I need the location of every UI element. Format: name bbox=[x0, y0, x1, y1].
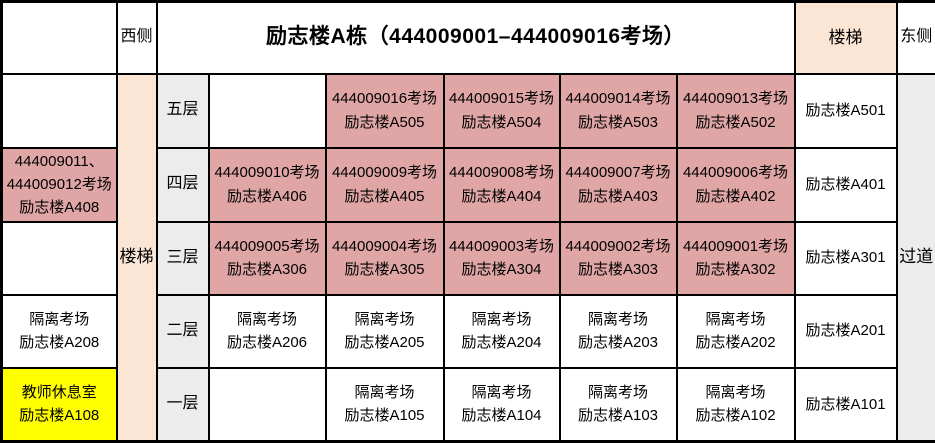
cell-a503: 444009014考场 励志楼A503 bbox=[560, 74, 677, 148]
cell-a301: 励志楼A301 bbox=[795, 222, 897, 295]
cell-a504: 444009015考场 励志楼A504 bbox=[444, 74, 560, 148]
cell-a304: 444009003考场 励志楼A304 bbox=[444, 222, 560, 295]
left-cell-floor3-empty bbox=[2, 222, 117, 295]
cell-a101: 励志楼A101 bbox=[795, 368, 897, 442]
cell-a208: 隔离考场 励志楼A208 bbox=[2, 295, 117, 368]
cell-a501: 励志楼A501 bbox=[795, 74, 897, 148]
cell-a201: 励志楼A201 bbox=[795, 295, 897, 368]
stairs-column-label: 楼梯 bbox=[117, 74, 157, 442]
cell-a406: 444009010考场 励志楼A406 bbox=[209, 148, 326, 222]
floor-label-5: 五层 bbox=[157, 74, 209, 148]
building-title: 励志楼A栋（444009001–444009016考场） bbox=[157, 2, 795, 74]
cell-a103: 隔离考场 励志楼A103 bbox=[560, 368, 677, 442]
cell-a205: 隔离考场 励志楼A205 bbox=[326, 295, 444, 368]
header-left-empty-cell bbox=[2, 2, 117, 74]
cell-a401: 励志楼A401 bbox=[795, 148, 897, 222]
cell-a204: 隔离考场 励志楼A204 bbox=[444, 295, 560, 368]
cell-a403: 444009007考场 励志楼A403 bbox=[560, 148, 677, 222]
header-row: 西侧 励志楼A栋（444009001–444009016考场） 楼梯 东侧 bbox=[2, 2, 935, 74]
corridor-column-label: 过道 bbox=[897, 74, 935, 442]
cell-a404: 444009008考场 励志楼A404 bbox=[444, 148, 560, 222]
header-stairs-label: 楼梯 bbox=[795, 2, 897, 74]
cell-a303: 444009002考场 励志楼A303 bbox=[560, 222, 677, 295]
floor-label-4: 四层 bbox=[157, 148, 209, 222]
west-side-label: 西侧 bbox=[117, 2, 157, 74]
cell-a505: 444009016考场 励志楼A505 bbox=[326, 74, 444, 148]
cell-a104: 隔离考场 励志楼A104 bbox=[444, 368, 560, 442]
cell-a206: 隔离考场 励志楼A206 bbox=[209, 295, 326, 368]
cell-floor1-empty bbox=[209, 368, 326, 442]
cell-a408: 444009011、 444009012考场 励志楼A408 bbox=[2, 148, 117, 222]
left-cell-floor5-empty bbox=[2, 74, 117, 148]
cell-a502: 444009013考场 励志楼A502 bbox=[677, 74, 795, 148]
cell-a402: 444009006考场 励志楼A402 bbox=[677, 148, 795, 222]
floor5-row: 楼梯 五层 444009016考场 励志楼A505 444009015考场 励志… bbox=[2, 74, 935, 148]
cell-a102: 隔离考场 励志楼A102 bbox=[677, 368, 795, 442]
cell-floor5-empty bbox=[209, 74, 326, 148]
cell-a302: 444009001考场 励志楼A302 bbox=[677, 222, 795, 295]
cell-a405: 444009009考场 励志楼A405 bbox=[326, 148, 444, 222]
floor-label-1: 一层 bbox=[157, 368, 209, 442]
floor-label-2: 二层 bbox=[157, 295, 209, 368]
cell-a203: 隔离考场 励志楼A203 bbox=[560, 295, 677, 368]
cell-a305: 444009004考场 励志楼A305 bbox=[326, 222, 444, 295]
east-side-label: 东侧 bbox=[897, 2, 935, 74]
cell-a105: 隔离考场 励志楼A105 bbox=[326, 368, 444, 442]
cell-a306: 444009005考场 励志楼A306 bbox=[209, 222, 326, 295]
cell-a202: 隔离考场 励志楼A202 bbox=[677, 295, 795, 368]
floor-label-3: 三层 bbox=[157, 222, 209, 295]
cell-a108-teacher-lounge: 教师休息室 励志楼A108 bbox=[2, 368, 117, 442]
